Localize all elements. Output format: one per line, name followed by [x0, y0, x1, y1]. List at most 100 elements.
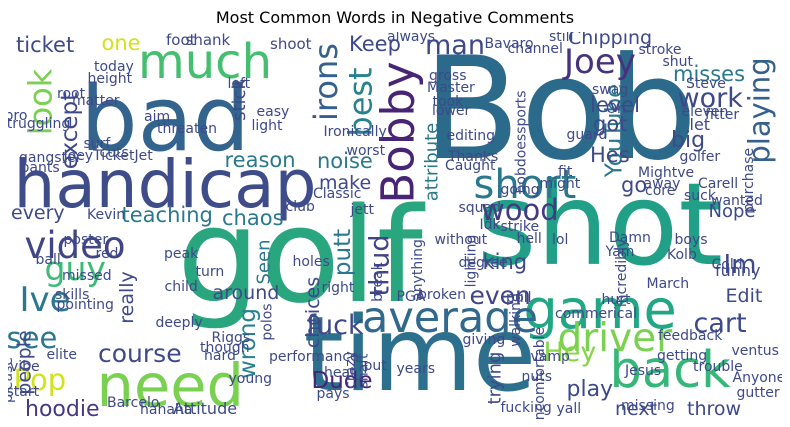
word-yall: yall	[556, 401, 582, 417]
word-missed: missed	[62, 268, 112, 284]
word-root: root	[57, 86, 86, 102]
word-editing: editing	[446, 128, 496, 144]
word-master: Master	[427, 80, 475, 96]
word-missing: missing	[621, 398, 675, 414]
word-misses: misses	[673, 61, 746, 86]
word-let: let	[689, 115, 711, 134]
word-seen: Seen	[252, 239, 274, 285]
word-break: break	[369, 262, 386, 302]
word-course: course	[98, 338, 182, 368]
word-elite: elite	[46, 347, 78, 363]
word-getting: getting	[657, 348, 708, 364]
word-skills: skills	[55, 287, 90, 303]
word-man: man	[425, 32, 485, 61]
word-edit: Edit	[725, 284, 763, 307]
word-today: today	[94, 59, 134, 75]
word-caught: Caught	[445, 158, 496, 174]
word-giving: giving	[462, 332, 506, 348]
word-yam: Yam	[605, 244, 635, 260]
word-heat: heat	[324, 365, 356, 381]
word-chipping: Chipping	[568, 32, 653, 49]
word-broken: broken	[418, 287, 466, 303]
word-worst: worst	[346, 143, 386, 159]
word-though: though	[200, 340, 250, 356]
word-please: please	[8, 357, 16, 403]
word-got: got	[593, 111, 628, 136]
word-poster: poster	[63, 232, 109, 248]
word-channel: channel	[507, 41, 563, 57]
word-make: make	[319, 171, 372, 194]
word-guy: guy	[44, 248, 106, 288]
word-fit: fit	[558, 164, 573, 180]
word-pointing: pointing	[56, 297, 114, 313]
word-video: video	[24, 223, 126, 267]
word-hey: Hey	[543, 336, 597, 368]
word-lol: lol	[552, 232, 569, 248]
word-im: Im	[723, 250, 757, 280]
word-took: took	[432, 94, 464, 110]
word-bad: bad	[80, 67, 250, 172]
word-uncomfortable: uncomfortable	[532, 326, 549, 420]
word-shank: shank	[185, 32, 231, 49]
word-game: game	[523, 278, 677, 341]
word-suck: suck	[684, 188, 716, 204]
word-polos: polos	[259, 303, 276, 341]
word-steve: Steve	[686, 76, 726, 92]
word-performance: performance	[269, 349, 359, 365]
word-easy: easy	[256, 104, 290, 120]
word-pga: PGA	[396, 289, 426, 305]
word-aim: aim	[144, 109, 171, 125]
word-hes: Hes	[590, 142, 630, 167]
word-vibe: vibe	[10, 359, 40, 375]
word-reason: reason	[224, 147, 296, 172]
word-fuck: fuck	[306, 309, 364, 341]
word-joeyticketjet: JoeyTicketJet	[63, 148, 153, 164]
word-funny: funny	[715, 261, 761, 280]
word-barcelo: Barcelo	[107, 395, 160, 411]
word-even: even	[469, 280, 531, 310]
word-core: core	[645, 183, 676, 199]
word-nuts: nuts	[521, 369, 553, 385]
word-hell: hell	[516, 231, 542, 247]
word-wanted: wanted	[711, 193, 763, 209]
word-noise: noise	[317, 148, 373, 173]
word-joey: Joey	[564, 42, 636, 82]
word-king: king	[482, 249, 528, 274]
word-level: level	[590, 92, 640, 117]
word-surf: surf	[83, 136, 111, 152]
word-classic: Classic	[313, 186, 362, 202]
word-mightve: Mightve	[638, 165, 695, 181]
word-height: height	[87, 71, 133, 87]
word-cart: cart	[693, 307, 747, 339]
word-irons: irons	[306, 43, 345, 121]
word-light: light	[251, 118, 283, 134]
word-pull: pull	[506, 290, 532, 306]
word-hahaha: hahaha	[140, 402, 193, 418]
word-threaten: threaten	[157, 121, 217, 137]
word-might: might	[539, 176, 581, 192]
word-anyone: Anyone	[732, 370, 783, 386]
word-without: without	[434, 232, 488, 248]
word-wood: wood	[481, 192, 559, 227]
word-swag: swag	[592, 82, 629, 98]
word-foot: foot	[166, 32, 196, 49]
word-bob: Bob	[423, 32, 698, 192]
word-one: one	[101, 32, 141, 55]
word-away: away	[643, 176, 681, 192]
word-average: average	[362, 292, 539, 343]
word-jesus: Jesus	[625, 363, 662, 379]
word-around: around	[212, 281, 280, 304]
word-years: years	[396, 361, 436, 377]
word-shoot: shoot	[270, 34, 312, 53]
word-deeply: deeply	[155, 315, 203, 331]
word-trouble: trouble	[693, 359, 743, 375]
word-pants: pants	[20, 160, 60, 176]
word-gangster: gangster	[19, 150, 82, 166]
word-eleven: eleven	[681, 104, 729, 120]
word-driver: driver	[557, 315, 673, 361]
word-every: every	[11, 201, 65, 224]
word-trying: trying	[483, 351, 505, 405]
word-putt: putt	[329, 228, 356, 276]
word-ive: Ive	[19, 280, 71, 320]
